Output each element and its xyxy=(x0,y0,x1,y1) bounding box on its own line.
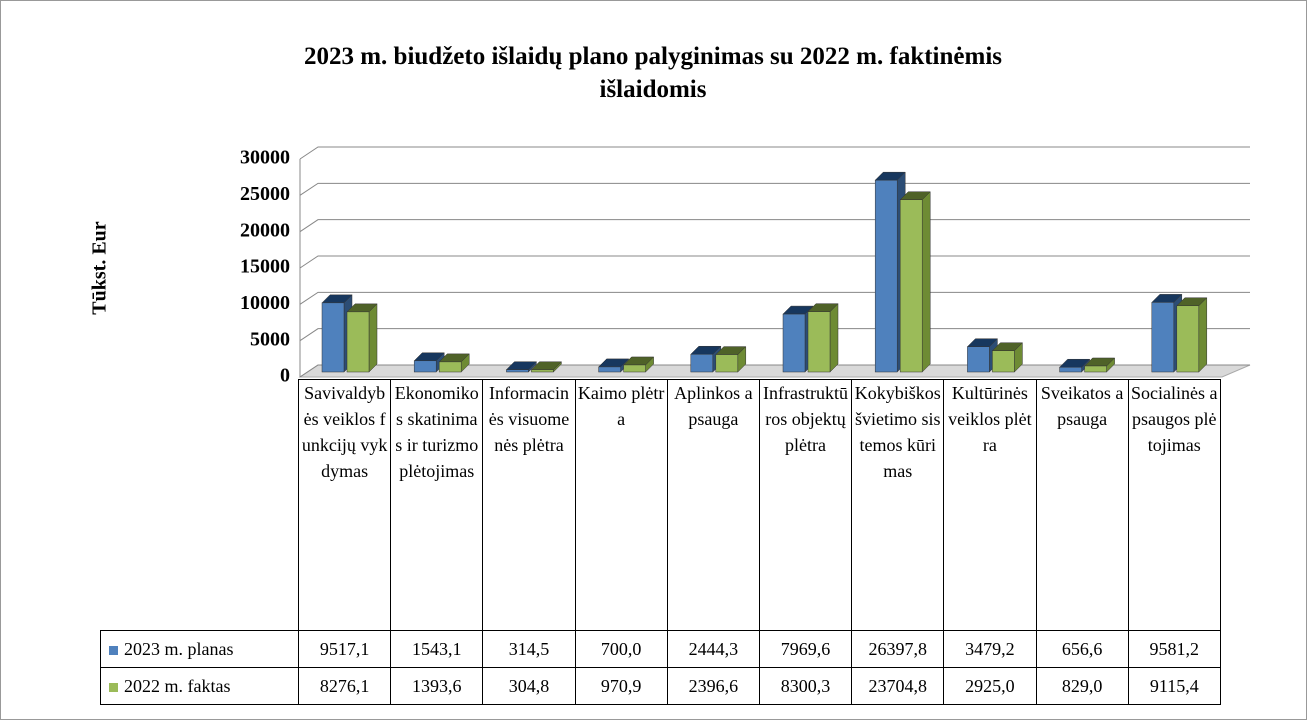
bar xyxy=(346,303,378,373)
value-label: 970,9 xyxy=(574,667,668,705)
category-row: Savivaldybės veiklos funkcijų vykdymas Ek… xyxy=(100,379,1221,631)
bar-front xyxy=(690,353,714,373)
grid-line xyxy=(299,364,1250,378)
bar-side xyxy=(829,303,839,373)
y-tick-label: 20000 xyxy=(240,219,290,241)
bar-front xyxy=(715,354,739,373)
y-tick-label: 10000 xyxy=(240,292,290,314)
value-label: 2396,6 xyxy=(666,667,760,705)
bar-front xyxy=(598,366,621,373)
value-label: 2444,3 xyxy=(666,630,760,668)
y-tick-label: 0 xyxy=(280,365,290,387)
series-row: 2023 m. planas 9517,1 1543,1 314,5 700,0 2444… xyxy=(100,630,1221,668)
y-axis-label: Tūkst. Eur xyxy=(89,221,111,314)
value-label: 26397,8 xyxy=(851,630,945,668)
empty-cell xyxy=(100,379,299,631)
category-label: Infrastruktūros objektų plėtra xyxy=(758,379,853,631)
bar xyxy=(530,361,563,373)
bar xyxy=(438,353,470,373)
value-label: 314,5 xyxy=(482,630,576,668)
bar-side xyxy=(921,191,931,373)
bar xyxy=(505,361,538,373)
value-label: 7969,6 xyxy=(758,630,853,668)
bar-front xyxy=(1151,302,1175,373)
bar-side xyxy=(368,303,378,373)
bar-front xyxy=(967,346,990,373)
bar-front xyxy=(1084,365,1107,373)
bar-front xyxy=(899,199,923,373)
bar-front xyxy=(992,350,1015,373)
grid-line xyxy=(299,146,1250,160)
value-label: 829,0 xyxy=(1035,667,1129,705)
category-label: Kultūrinės veiklos plėtra xyxy=(943,379,1037,631)
bar-front xyxy=(1059,366,1082,373)
y-tick-label: 5000 xyxy=(250,328,290,350)
bar xyxy=(622,356,655,373)
y-tick-label: 15000 xyxy=(240,256,290,278)
series-row: 2022 m. faktas 8276,1 1393,6 304,8 970,9 2396… xyxy=(100,667,1221,705)
bar-side xyxy=(1198,297,1208,373)
value-label: 23704,8 xyxy=(851,667,945,705)
bar-front xyxy=(623,364,646,373)
bar-front xyxy=(1176,305,1200,373)
value-label: 700,0 xyxy=(574,630,668,668)
value-label: 3479,2 xyxy=(943,630,1037,668)
value-label: 8300,3 xyxy=(758,667,853,705)
category-label: Informacinės visuomenės plėtra xyxy=(482,379,576,631)
bar-front xyxy=(438,361,462,373)
y-tick-label: 25000 xyxy=(240,183,290,205)
value-label: 9517,1 xyxy=(297,630,392,668)
chart-title: 2023 m. biudžeto išlaidų plano palyginim… xyxy=(304,43,1002,103)
category-label: Ekonomikos skatinimas ir turizmo plėtoji… xyxy=(390,379,484,631)
grid-line xyxy=(299,328,1250,342)
category-label: Kaimo plėtra xyxy=(574,379,668,631)
value-label: 9581,2 xyxy=(1127,630,1221,668)
bar-front xyxy=(321,302,345,373)
value-label: 1393,6 xyxy=(390,667,484,705)
legend-label: 2022 m. faktas xyxy=(124,676,231,696)
legend-entry: 2022 m. faktas xyxy=(100,667,299,705)
value-label: 8276,1 xyxy=(297,667,392,705)
bar xyxy=(1083,357,1116,373)
grid-line xyxy=(299,291,1250,305)
bar-front xyxy=(346,311,370,373)
legend-key xyxy=(109,646,118,655)
bar xyxy=(1176,297,1208,373)
bar xyxy=(991,342,1024,373)
bar-front xyxy=(506,369,529,373)
legend-key xyxy=(109,683,118,692)
bar xyxy=(899,191,931,373)
grid-line xyxy=(299,219,1250,233)
legend-label: 2023 m. planas xyxy=(124,639,234,659)
bar-front xyxy=(531,369,554,373)
category-label: Sveikatos apsauga xyxy=(1035,379,1129,631)
grid-line xyxy=(299,182,1250,196)
bar-front xyxy=(807,311,831,373)
category-label: Kokybiškos švietimo sistemos kūrimas xyxy=(851,379,945,631)
value-label: 2925,0 xyxy=(943,667,1037,705)
category-label: Savivaldybės veiklos funkcijų vykdymas xyxy=(297,379,392,631)
data-table: Savivaldybės veiklos funkcijų vykdymas Ek… xyxy=(100,379,1221,705)
y-tick-label: 30000 xyxy=(240,147,290,169)
bar-front xyxy=(874,179,898,373)
grid-line xyxy=(299,255,1250,269)
category-label: Aplinkos apsauga xyxy=(666,379,760,631)
bar xyxy=(782,305,814,373)
value-label: 656,6 xyxy=(1035,630,1129,668)
bar xyxy=(807,303,839,373)
legend-entry: 2023 m. planas xyxy=(100,630,299,668)
value-label: 304,8 xyxy=(482,667,576,705)
bar xyxy=(715,345,747,373)
bar-front xyxy=(782,313,806,373)
bar-front xyxy=(413,360,437,373)
category-label: Socialinės apsaugos plėtojimas xyxy=(1127,379,1221,631)
value-label: 1543,1 xyxy=(390,630,484,668)
bar xyxy=(597,358,630,373)
value-label: 9115,4 xyxy=(1127,667,1221,705)
